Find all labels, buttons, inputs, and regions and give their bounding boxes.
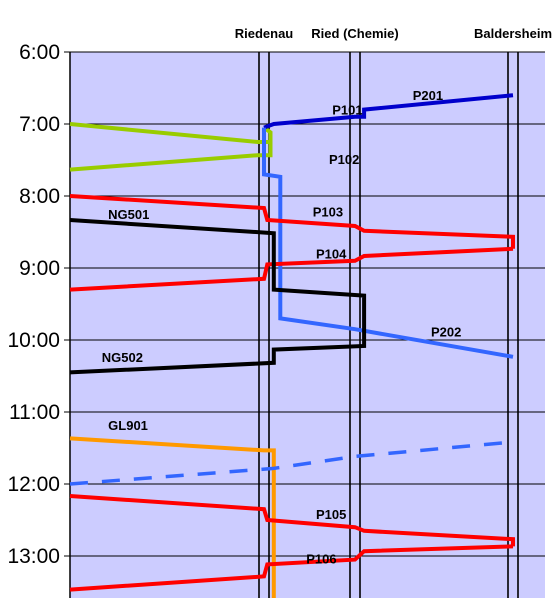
station-lines <box>258 52 519 598</box>
train-path <box>69 440 514 486</box>
station-label: Baldersheim <box>474 26 552 41</box>
y-axis-ticks: 6:00 7:00 8:00 9:00 10:00 11:00 12:00 13:00 <box>7 41 71 598</box>
train-label: NG501 <box>108 207 149 222</box>
train-label: P106 <box>306 551 336 566</box>
train-label: NG502 <box>102 350 143 365</box>
y-tick-label: 7:00 <box>19 113 60 136</box>
y-tick-label: 9:00 <box>19 257 60 280</box>
train-path <box>69 125 273 172</box>
train-label: GL901 <box>108 418 148 433</box>
y-tick-label: 13:00 <box>7 545 60 568</box>
train-path <box>69 246 514 292</box>
station-label: Riedenau <box>235 26 294 41</box>
train-label: P103 <box>313 205 343 220</box>
train-path <box>263 93 514 130</box>
train-path <box>262 127 514 359</box>
train-label: P201 <box>413 88 443 103</box>
train-path <box>69 544 514 592</box>
y-tick-label: 12:00 <box>7 473 60 496</box>
station-labels: Riedenau Ried (Chemie) Baldersheim <box>235 26 552 41</box>
train-label: P105 <box>316 507 346 522</box>
train-labels: P101 P102 P201 P202 P103 P104 NG501 NG502 GL901 P… <box>102 88 462 566</box>
train-label: P101 <box>332 103 362 118</box>
train-path <box>69 218 367 375</box>
y-tick-label: 11:00 <box>9 401 60 424</box>
y-tick-label: 8:00 <box>19 185 60 208</box>
station-label: Ried (Chemie) <box>311 26 398 41</box>
plot-background <box>70 52 545 598</box>
train-paths <box>69 93 515 598</box>
train-path <box>69 494 515 547</box>
train-path <box>69 122 271 144</box>
y-tick-label: 6:00 <box>19 41 60 64</box>
train-label: P202 <box>431 325 461 340</box>
train-label: P104 <box>316 247 347 262</box>
train-path <box>69 194 515 249</box>
train-path <box>69 436 276 598</box>
train-label: P102 <box>329 152 359 167</box>
y-tick-label: 10:00 <box>7 329 60 352</box>
gridlines <box>70 51 545 557</box>
